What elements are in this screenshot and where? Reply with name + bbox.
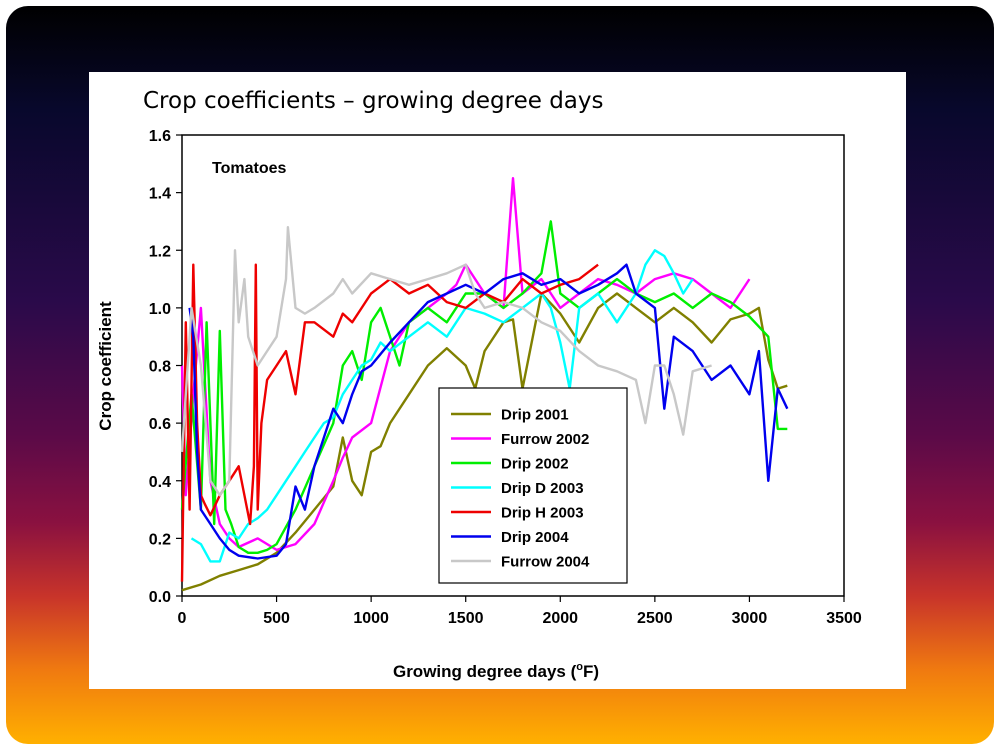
y-tick-label-7: 1.4 xyxy=(149,186,171,203)
y-tick-label-6: 1.2 xyxy=(149,243,171,260)
x-axis-label-end: F) xyxy=(583,662,599,681)
series-line-0 xyxy=(181,292,788,592)
slide-background: Crop coefficients – growing degree days … xyxy=(6,6,994,744)
series-line-4 xyxy=(180,263,599,582)
chart-annotation: Tomatoes xyxy=(212,160,286,177)
chart-panel: Crop coefficients – growing degree days … xyxy=(89,72,906,689)
y-axis-label: Crop coefficient xyxy=(96,301,115,431)
line-chart: 0 500 1000 1500 2000 2500 3000 3500 0.0 0.2 0.4 0.6… xyxy=(96,128,862,681)
x-tick-label-7: 3500 xyxy=(826,610,862,627)
legend-label-1: Furrow 2002 xyxy=(501,431,589,448)
slide-title: Crop coefficients – growing degree days xyxy=(143,88,604,114)
y-tick-label-3: 0.6 xyxy=(149,416,171,433)
x-tick-label-5: 2500 xyxy=(637,610,673,627)
series-line-5 xyxy=(188,263,789,560)
legend-label-3: Drip D 2003 xyxy=(501,480,584,497)
y-tick-label-8: 1.6 xyxy=(149,128,171,145)
x-axis-label-sup: o xyxy=(576,661,583,673)
legend-label-4: Drip H 2003 xyxy=(501,505,584,522)
legend-label-2: Drip 2002 xyxy=(501,456,569,473)
x-tick-label-6: 3000 xyxy=(732,610,768,627)
y-tick-label-4: 0.8 xyxy=(149,359,171,376)
x-tick-label-2: 1000 xyxy=(353,610,389,627)
x-axis-label-main: Growing degree days ( xyxy=(393,662,577,681)
series-line-6 xyxy=(180,225,712,497)
x-tick-label-1: 500 xyxy=(263,610,290,627)
x-axis-label: Growing degree days (oF) xyxy=(393,661,599,681)
y-tick-label-1: 0.2 xyxy=(149,531,171,548)
series-line-3 xyxy=(190,249,694,563)
axes-layer: 0 500 1000 1500 2000 2500 3000 3500 0.0 0.2 0.4 0.6… xyxy=(149,128,862,627)
legend: Drip 2001 Furrow 2002 Drip 2002 Drip D 2003… xyxy=(438,387,628,584)
x-tick-label-0: 0 xyxy=(178,610,187,627)
series-layer xyxy=(180,176,789,592)
legend-label-0: Drip 2001 xyxy=(501,407,569,424)
legend-box xyxy=(438,387,628,584)
y-tick-label-5: 1.0 xyxy=(149,301,171,318)
y-tick-label-2: 0.4 xyxy=(149,474,171,491)
legend-label-5: Drip 2004 xyxy=(501,529,569,546)
x-tick-label-3: 1500 xyxy=(448,610,484,627)
legend-label-6: Furrow 2004 xyxy=(501,554,590,571)
y-tick-label-0: 0.0 xyxy=(149,589,171,606)
x-tick-label-4: 2000 xyxy=(542,610,578,627)
